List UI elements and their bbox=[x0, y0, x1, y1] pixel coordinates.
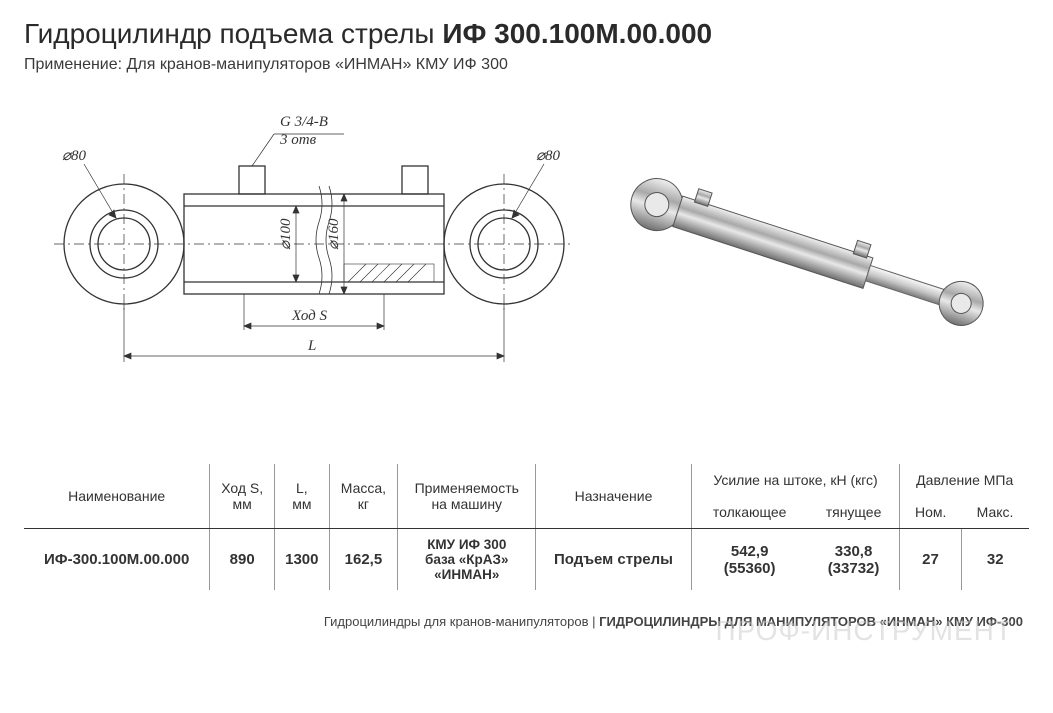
th-force-pull: тянущее bbox=[808, 496, 900, 529]
dim-right-eye: ⌀80 bbox=[536, 148, 561, 164]
th-pressure-nom: Ном. bbox=[900, 496, 961, 529]
th-force-push: толкающее bbox=[691, 496, 808, 529]
th-name: Наименование bbox=[24, 464, 210, 529]
th-pressure-max: Макс. bbox=[961, 496, 1029, 529]
cell-force-pull: 330,8 (33732) bbox=[808, 529, 900, 591]
product-render bbox=[609, 154, 1009, 354]
technical-drawing: ⌀80 ⌀80 G 3/4-B 3 отв ⌀100 ⌀160 Ход S L bbox=[44, 94, 584, 394]
footer-prefix: Гидроцилиндры для кранов-манипуляторов | bbox=[324, 614, 599, 629]
cell-length: 1300 bbox=[275, 529, 330, 591]
page-subtitle: Применение: Для кранов-манипуляторов «ИН… bbox=[24, 56, 1029, 74]
dim-d160: ⌀160 bbox=[326, 218, 342, 250]
footer-breadcrumb: Гидроцилиндры для кранов-манипуляторов |… bbox=[24, 614, 1029, 629]
page-title: Гидроцилиндр подъема стрелы ИФ 300.100М.… bbox=[24, 18, 1029, 50]
th-stroke: Ход S, мм bbox=[210, 464, 275, 529]
dim-d100: ⌀100 bbox=[278, 218, 294, 250]
title-prefix: Гидроцилиндр подъема стрелы bbox=[24, 18, 442, 49]
th-pressure-group: Давление МПа bbox=[900, 464, 1029, 496]
cell-pressure-nom: 27 bbox=[900, 529, 961, 591]
th-length: L, мм bbox=[275, 464, 330, 529]
th-purpose: Назначение bbox=[536, 464, 691, 529]
dim-port-count: 3 отв bbox=[279, 132, 317, 148]
cell-purpose: Подъем стрелы bbox=[536, 529, 691, 591]
spec-table: Наименование Ход S, мм L, мм Масса, кг П… bbox=[24, 464, 1029, 590]
th-applicability: Применяемость на машину bbox=[398, 464, 536, 529]
title-model: ИФ 300.100М.00.000 bbox=[442, 18, 712, 49]
dim-left-eye: ⌀80 bbox=[62, 148, 87, 164]
cell-mass: 162,5 bbox=[329, 529, 398, 591]
th-force-group: Усилие на штоке, кН (кгс) bbox=[691, 464, 900, 496]
cell-applicability: КМУ ИФ 300 база «КрАЗ» «ИНМАН» bbox=[398, 529, 536, 591]
dim-port: G 3/4-B bbox=[280, 114, 328, 130]
drawing-area: ⌀80 ⌀80 G 3/4-B 3 отв ⌀100 ⌀160 Ход S L bbox=[24, 94, 1029, 434]
cell-name: ИФ-300.100М.00.000 bbox=[24, 529, 210, 591]
cell-stroke: 890 bbox=[210, 529, 275, 591]
dim-stroke: Ход S bbox=[291, 308, 328, 324]
footer-bold: ГИДРОЦИЛИНДРЫ ДЛЯ МАНИПУЛЯТОРОВ «ИНМАН» … bbox=[599, 614, 1023, 629]
cell-force-push: 542,9 (55360) bbox=[691, 529, 808, 591]
dim-length: L bbox=[307, 338, 316, 354]
th-mass: Масса, кг bbox=[329, 464, 398, 529]
cell-pressure-max: 32 bbox=[961, 529, 1029, 591]
table-row: ИФ-300.100М.00.000 890 1300 162,5 КМУ ИФ… bbox=[24, 529, 1029, 591]
